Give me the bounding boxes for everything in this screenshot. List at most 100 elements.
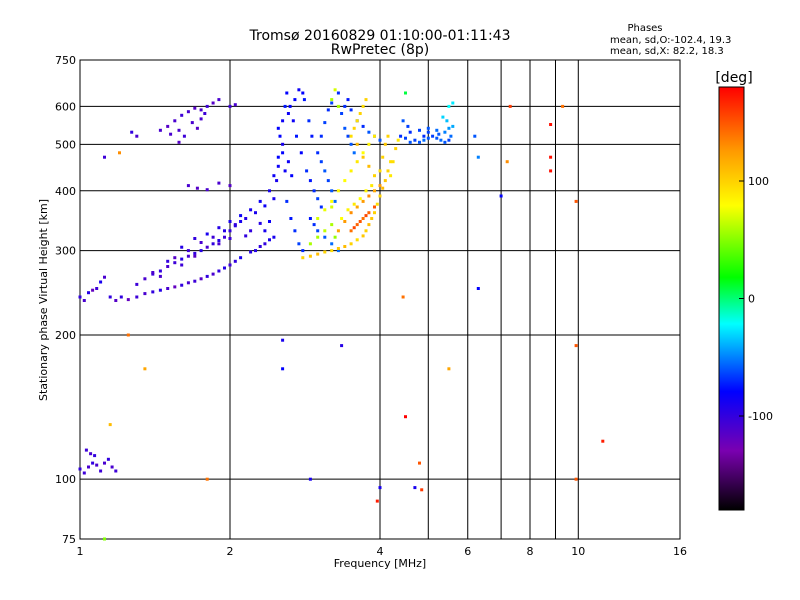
data-point [103,155,106,159]
data-point [343,245,347,248]
data-point [443,140,447,144]
data-point [346,134,350,138]
data-point [199,241,203,244]
data-point [286,160,290,164]
data-point [447,126,451,130]
data-point [158,269,162,273]
data-point [418,140,421,144]
data-point [190,121,194,125]
data-point [249,208,253,212]
data-point [308,254,312,258]
data-point [211,101,215,105]
data-point [289,217,293,220]
data-point [290,174,294,178]
data-point [108,295,112,299]
data-point [336,189,340,193]
data-point [263,204,267,208]
chart-subtitle: RwPretec (8p) [331,42,429,58]
data-point [272,235,276,239]
data-point [336,229,340,233]
data-point [406,124,410,128]
data-point [361,199,365,203]
data-point [211,242,215,246]
data-point [447,138,451,142]
data-point [305,169,309,173]
data-point [373,174,376,178]
data-point [364,229,368,233]
data-point [422,138,426,142]
data-point [211,272,215,276]
data-point [173,261,177,265]
colorbar-ticks: 100 0 -100 [739,175,773,423]
phases-legend-title: Phases [627,23,662,34]
x-tick-label: 16 [673,545,687,558]
data-point [375,499,379,503]
data-point [326,108,330,112]
data-point [87,291,90,295]
y-tick-label: 200 [55,329,76,342]
data-point [316,252,320,256]
data-point [319,205,323,209]
y-tick-label: 400 [55,185,76,198]
data-point [361,104,365,108]
data-point [401,295,405,299]
data-point [166,259,170,263]
data-point [373,134,376,138]
data-point [103,275,106,279]
data-point [358,112,362,115]
data-point [361,217,365,220]
data-point [330,101,334,105]
data-point [319,160,323,164]
data-point [352,202,356,206]
data-point [205,274,209,278]
data-point [205,232,209,236]
data-point [319,134,323,138]
data-point [399,134,403,138]
y-tick-label: 300 [55,245,76,258]
data-point [352,226,356,230]
data-point [435,128,439,132]
data-point [408,140,412,144]
data-point [199,249,203,253]
data-points [78,88,605,541]
data-point [367,164,371,168]
data-point [473,134,477,138]
data-point [418,461,421,465]
data-point [205,477,209,481]
x-axis-label: Frequency [MHz] [334,557,426,570]
data-point [386,169,390,173]
data-point [275,179,279,183]
data-point [389,160,393,164]
data-point [166,265,170,268]
data-point [316,151,320,155]
data-point [239,214,243,218]
data-point [293,98,297,102]
data-point [180,263,184,267]
data-point [370,184,374,188]
data-point [312,223,316,227]
data-point [281,338,285,342]
data-point [95,287,99,290]
data-point [186,254,190,258]
x-tick-label: 8 [527,545,534,558]
data-point [217,242,221,246]
chart-title: Tromsø 20160829 01:10:00-01:11:43 [249,28,511,44]
data-point [205,104,209,108]
data-point [413,138,417,142]
data-point [323,121,327,125]
data-point [180,257,184,261]
data-point [323,235,327,239]
data-point [451,124,455,128]
data-point [291,119,295,123]
data-point [151,271,155,274]
data-point [422,134,426,138]
data-point [343,220,347,223]
grid-lines [80,60,680,539]
data-point [443,130,447,134]
data-point [193,251,197,255]
data-point [355,142,359,146]
y-tick-label: 500 [55,138,76,151]
data-point [574,477,578,481]
data-point [349,169,353,173]
data-point [158,288,162,292]
